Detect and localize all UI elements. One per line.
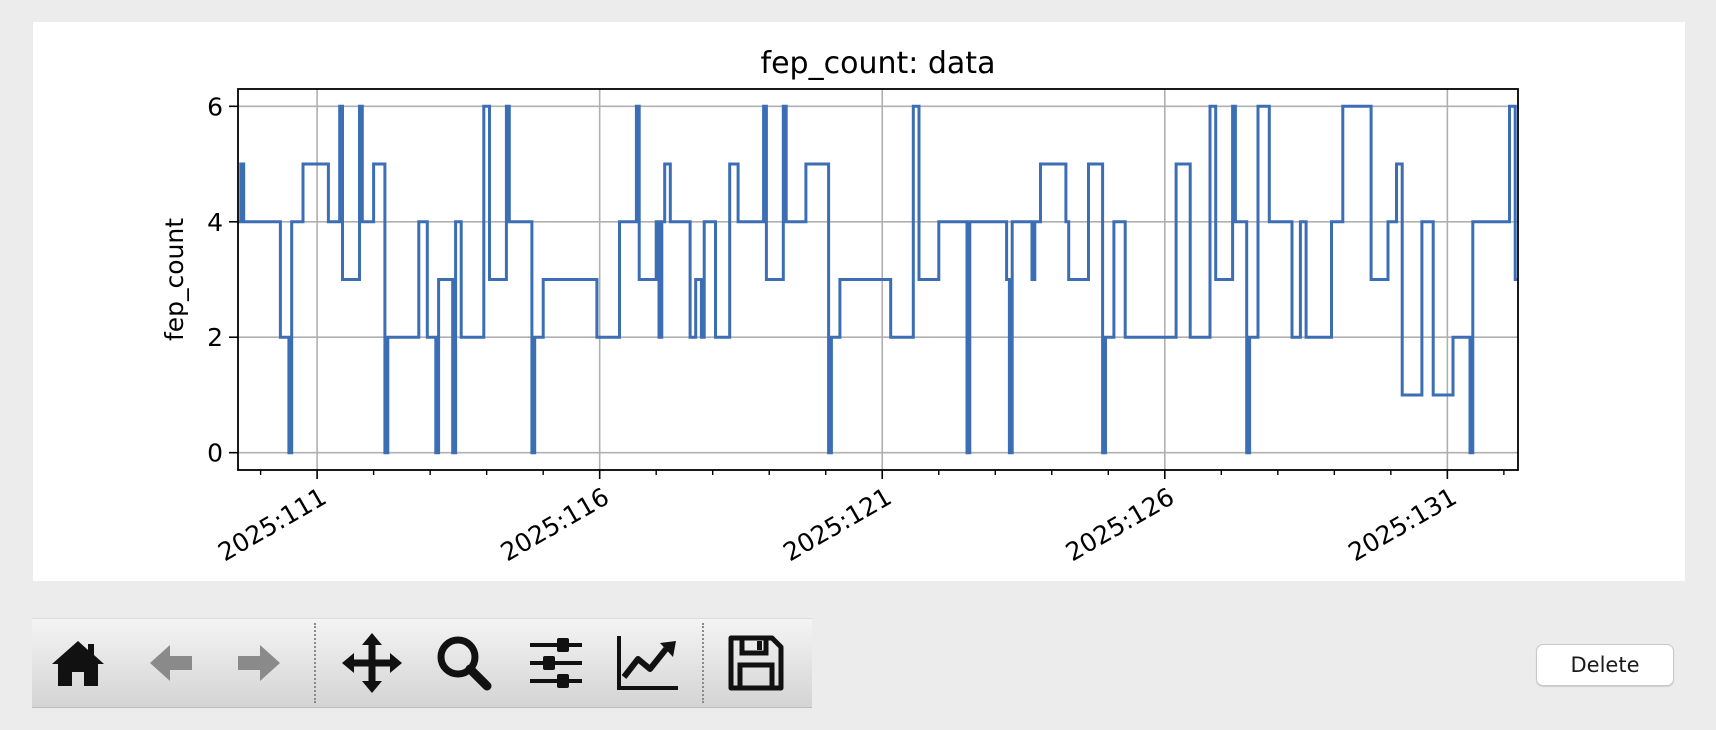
y-tick-label: 2 [207, 323, 223, 352]
configure-subplots-button[interactable] [516, 627, 596, 699]
save-button[interactable] [716, 627, 796, 699]
y-axis-label: fep_count [160, 218, 189, 341]
toolbar-separator [314, 623, 316, 703]
back-arrow-icon [150, 645, 192, 681]
figure-canvas: 2025:111 2025:116 2025:121 2025:126 2025:131… [33, 22, 1685, 581]
navigation-toolbar [32, 618, 812, 708]
toolbar-separator [702, 623, 704, 703]
x-tick-label: 2025:131 [1343, 482, 1461, 567]
forward-button[interactable] [220, 627, 300, 699]
x-tick-label: 2025:121 [778, 482, 896, 567]
x-tick-label: 2025:111 [213, 482, 331, 567]
x-tick-label: 2025:126 [1061, 482, 1179, 567]
chart-title: fep_count: data [761, 46, 996, 81]
series-line [238, 104, 1518, 455]
forward-arrow-icon [238, 645, 280, 681]
save-icon [728, 635, 784, 691]
plot-frame [237, 88, 1519, 471]
x-tick-label: 2025:116 [496, 482, 614, 567]
y-tick-label: 4 [207, 208, 223, 237]
back-button[interactable] [130, 627, 210, 699]
pan-icon [342, 633, 402, 693]
zoom-button[interactable] [424, 627, 504, 699]
y-tick-label: 6 [207, 92, 223, 121]
pan-button[interactable] [332, 627, 412, 699]
home-icon [52, 641, 104, 686]
edit-axes-button[interactable] [608, 627, 688, 699]
edit-axes-icon [617, 636, 678, 690]
delete-button[interactable]: Delete [1536, 644, 1674, 686]
zoom-icon [437, 636, 492, 691]
chart: 2025:111 2025:116 2025:121 2025:126 2025:131… [160, 46, 1519, 567]
y-tick-label: 0 [207, 439, 223, 468]
configure-subplots-icon [530, 638, 582, 688]
home-button[interactable] [38, 627, 118, 699]
